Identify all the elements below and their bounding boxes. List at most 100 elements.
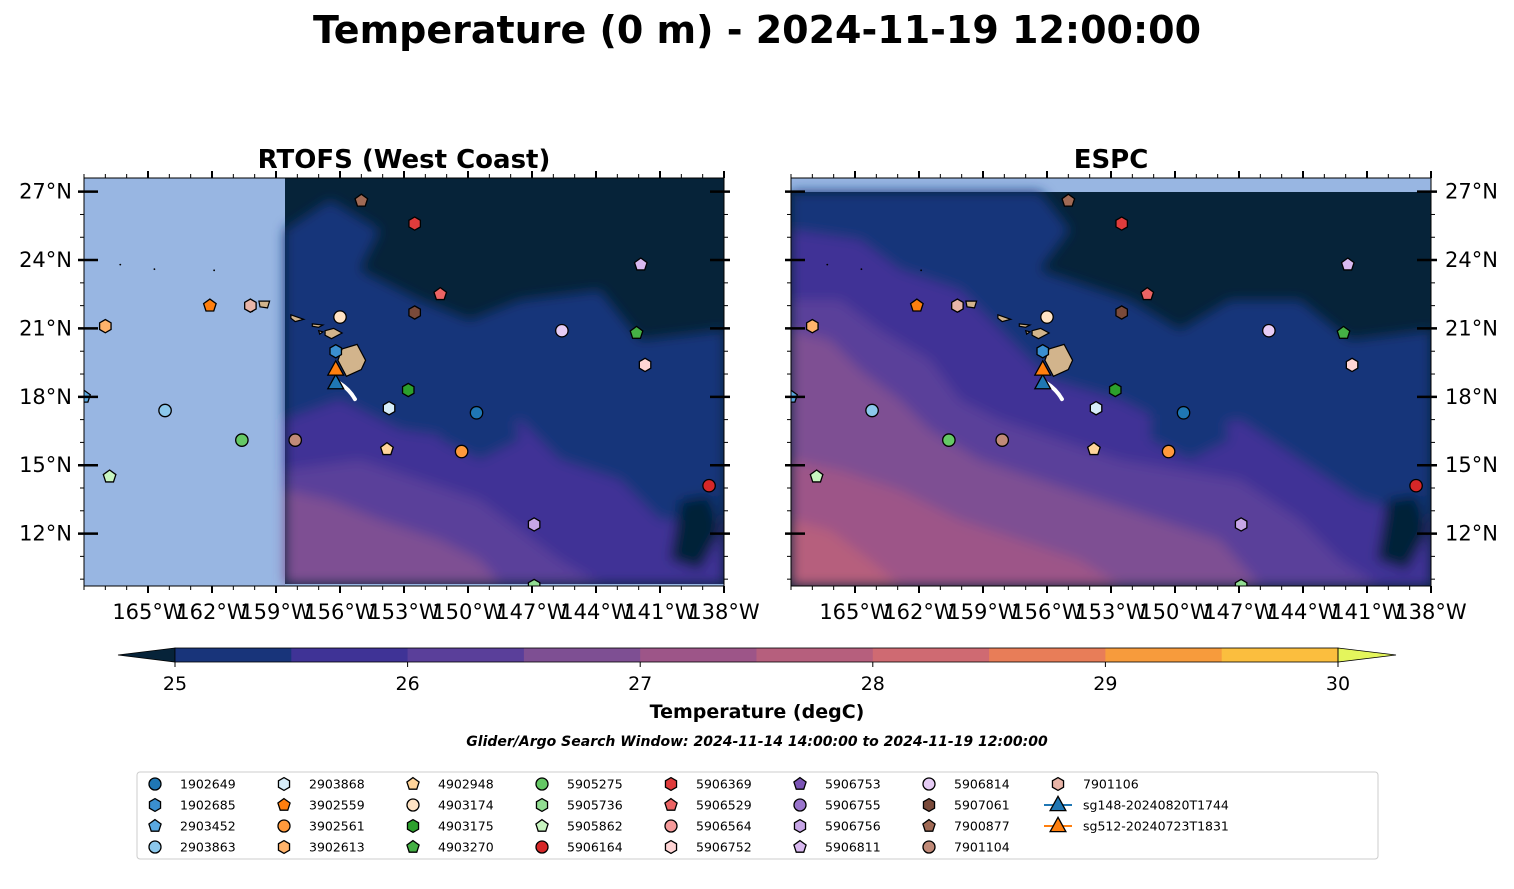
float-marker-4903175 <box>1108 382 1122 398</box>
lon-tick-label: 147°W <box>1203 600 1275 624</box>
legend-label: 5906753 <box>825 777 881 792</box>
panel-title-rtofs: RTOFS (West Coast) <box>258 145 551 175</box>
legend-frame <box>136 771 1379 860</box>
float-marker-3902559 <box>202 298 217 312</box>
legend-label: 3902559 <box>309 798 365 813</box>
island-shape <box>965 300 978 309</box>
legend-marker-5906752 <box>664 839 678 855</box>
float-marker-5905275 <box>235 433 249 447</box>
colorbar-bin <box>989 648 1106 662</box>
legend-marker-3902561 <box>277 819 291 833</box>
legend-marker-5905736 <box>535 797 549 813</box>
float-marker-5906814 <box>1262 323 1276 338</box>
float-marker-2903863 <box>865 403 879 418</box>
float-marker-4903174 <box>1040 310 1054 324</box>
legend-marker-5906811 <box>793 839 807 853</box>
legend-marker-2903452 <box>148 818 162 832</box>
lon-tick-label: 159°W <box>947 600 1019 624</box>
legend-label: 5906752 <box>696 840 752 855</box>
lat-tick-label: 15°N <box>19 453 72 477</box>
legend-label: 3902561 <box>309 819 365 834</box>
legend-label: 2903863 <box>180 840 236 855</box>
lon-tick-label: 138°W <box>1395 600 1467 624</box>
float-marker-5906164 <box>1409 478 1423 493</box>
glider-marker-sg148-20240820T1744 <box>1033 373 1052 390</box>
lon-tick-label: 165°W <box>112 600 184 624</box>
legend-marker-4902948 <box>406 776 420 790</box>
colorbar-extend-max <box>1337 647 1397 663</box>
legend-marker-5906755 <box>793 798 807 812</box>
legend-label: 2903868 <box>309 777 365 792</box>
legend-marker-5906756 <box>793 818 807 834</box>
legend-marker-4903175 <box>406 818 420 834</box>
float-marker-1902685 <box>1036 343 1050 359</box>
float-markers <box>791 193 1423 586</box>
legend-marker-5906529 <box>664 797 678 811</box>
legend-marker-1902649 <box>148 777 162 791</box>
float-marker-5906529 <box>433 286 448 301</box>
lon-tick-label: 159°W <box>240 600 312 624</box>
float-marker-3902613 <box>98 318 112 334</box>
lon-tick-label: 162°W <box>176 600 248 624</box>
island-shape <box>258 300 271 309</box>
float-marker-3902561 <box>1161 444 1176 459</box>
islet-dot <box>860 268 863 271</box>
lon-tick-label: 147°W <box>496 600 568 624</box>
float-marker-7901104 <box>288 433 303 447</box>
legend-marker-5906564 <box>664 819 678 833</box>
float-marker-4903174 <box>333 310 347 324</box>
island-shape <box>337 343 367 378</box>
float-marker-7901106 <box>951 298 964 313</box>
legend-label: 5907061 <box>954 798 1010 813</box>
lat-tick-label: 24°N <box>19 248 72 272</box>
lon-tick-label: 156°W <box>304 600 376 624</box>
colorbar-bin <box>640 648 757 662</box>
legend-label: 5905862 <box>567 819 623 834</box>
float-marker-4902948 <box>379 441 394 456</box>
glider-marker-sg512-20240723T1831 <box>326 359 345 376</box>
lon-tick-label: 165°W <box>819 600 891 624</box>
legend-label: 5906756 <box>825 819 881 834</box>
legend-marker-5906164 <box>535 840 549 854</box>
colorbar-tick-label: 29 <box>1093 673 1117 695</box>
legend-marker-5906753 <box>793 776 807 790</box>
colorbar-frame <box>174 647 1339 663</box>
float-marker-5905275 <box>942 433 956 447</box>
float-marker-4903270 <box>629 325 644 339</box>
islet-dot <box>213 269 216 272</box>
lat-tick-label: 24°N <box>1445 248 1498 272</box>
float-marker-4903175 <box>401 382 415 398</box>
legend-marker-2903863 <box>148 840 162 854</box>
lat-tick-label: 18°N <box>19 385 72 409</box>
legend-marker-7901106 <box>1051 776 1065 792</box>
colorbar-label: Temperature (degC) <box>650 701 865 723</box>
lat-tick-label: 15°N <box>1445 453 1498 477</box>
island-shape <box>324 327 344 340</box>
islet-dot <box>153 268 156 271</box>
lon-tick-label: 141°W <box>1331 600 1403 624</box>
float-marker-3902613 <box>805 318 819 334</box>
colorbar-bin <box>756 648 874 662</box>
legend-marker-5905862 <box>535 818 549 832</box>
legend-label: 4902948 <box>438 777 494 792</box>
float-marker-5906369 <box>408 216 422 231</box>
legend-label: sg148-20240820T1744 <box>1083 798 1229 813</box>
legend-marker-sg512-20240723T1831 <box>1049 816 1067 833</box>
float-marker-5905736 <box>1234 578 1248 586</box>
colorbar-bin <box>872 648 990 662</box>
island-shape <box>311 323 325 328</box>
lon-tick-label: 144°W <box>1267 600 1339 624</box>
lat-tick-label: 18°N <box>1445 385 1498 409</box>
legend-label: 1902649 <box>180 777 236 792</box>
float-marker-5905862 <box>809 469 824 483</box>
float-marker-1902649 <box>469 405 484 420</box>
lat-tick-label: 12°N <box>1445 522 1498 546</box>
float-markers <box>84 193 716 586</box>
float-marker-1902649 <box>1176 405 1191 420</box>
legend-label: 4903270 <box>438 840 494 855</box>
island-shape <box>1018 323 1032 328</box>
legend-label: 5906564 <box>696 819 752 834</box>
